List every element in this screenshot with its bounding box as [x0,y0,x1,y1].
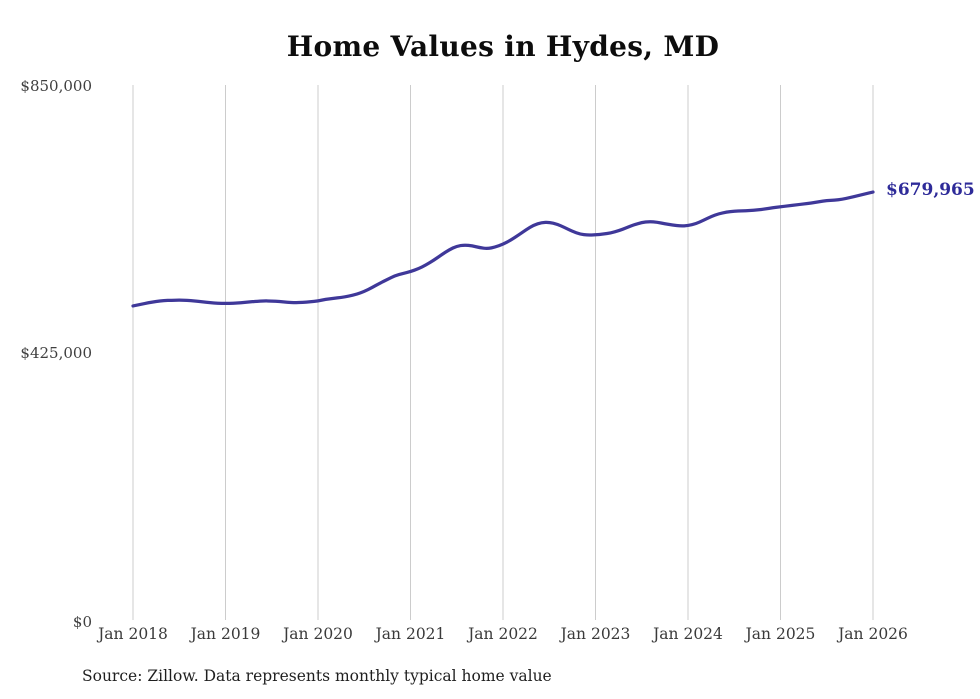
chart-title: Home Values in Hydes, MD [286,30,720,63]
y-axis-tick-0: $0 [72,613,92,631]
gridlines [132,85,874,620]
current-value-label: $679,965 [886,180,975,200]
y-axis-tick-425000: $425,000 [20,344,92,362]
x-axis-tick-jan-2023: Jan 2023 [560,625,631,643]
x-axis-tick-jan-2018: Jan 2018 [98,625,168,643]
x-axis-tick-jan-2020: Jan 2020 [283,625,353,643]
x-axis-tick-jan-2024: Jan 2024 [653,625,723,643]
x-axis-tick-jan-2021: Jan 2021 [375,625,446,643]
source-note: Source: Zillow. Data represents monthly … [82,667,552,685]
x-axis-tick-jan-2025: Jan 2025 [745,625,816,643]
home-value-line [131,190,875,308]
x-axis-tick-jan-2019: Jan 2019 [190,625,261,643]
x-axis-tick-jan-2022: Jan 2022 [468,625,538,643]
x-axis-tick-jan-2026: Jan 2026 [838,625,908,643]
y-axis-tick-850000: $850,000 [20,77,92,95]
